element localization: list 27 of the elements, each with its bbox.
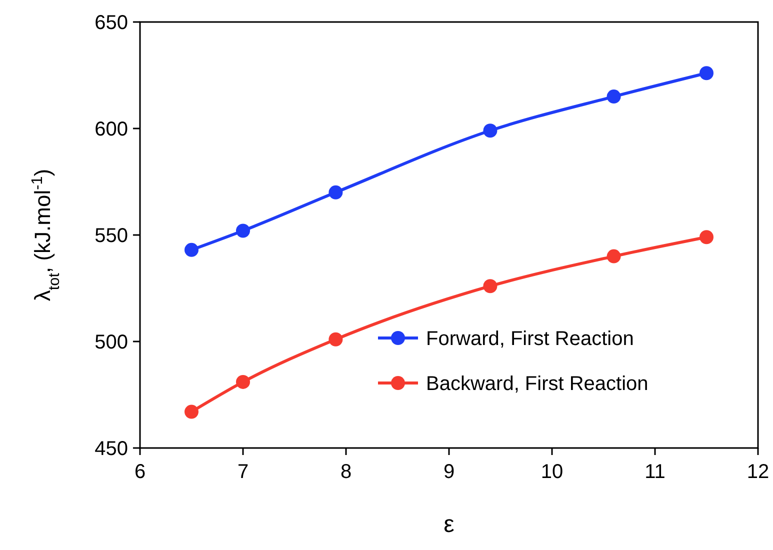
point xyxy=(184,242,198,257)
x-tick-label: 12 xyxy=(746,461,770,483)
y-tick-label: 450 xyxy=(94,438,128,460)
point xyxy=(483,279,498,294)
y-tick-label: 650 xyxy=(94,12,128,34)
x-axis-title: ε xyxy=(444,511,455,538)
y-tick-label: 550 xyxy=(94,225,128,247)
point xyxy=(483,124,498,138)
point xyxy=(328,332,343,346)
legend-label: Forward, First Reaction xyxy=(426,328,634,350)
x-tick-label: 8 xyxy=(340,461,352,483)
point xyxy=(236,374,250,389)
point xyxy=(606,249,621,264)
x-tick-label: 7 xyxy=(237,461,249,483)
x-tick-label: 9 xyxy=(443,461,455,483)
y-tick-label: 500 xyxy=(94,332,128,354)
point xyxy=(328,185,343,200)
point xyxy=(606,90,621,104)
x-tick-label: 10 xyxy=(540,461,564,483)
point xyxy=(700,66,714,80)
x-tick-label: 11 xyxy=(644,461,666,483)
point xyxy=(184,404,198,419)
y-tick-label: 600 xyxy=(94,118,128,140)
point xyxy=(700,230,714,244)
point xyxy=(236,224,250,238)
legend-label: Backward, First Reaction xyxy=(426,373,648,395)
x-tick-label: 6 xyxy=(134,461,146,483)
